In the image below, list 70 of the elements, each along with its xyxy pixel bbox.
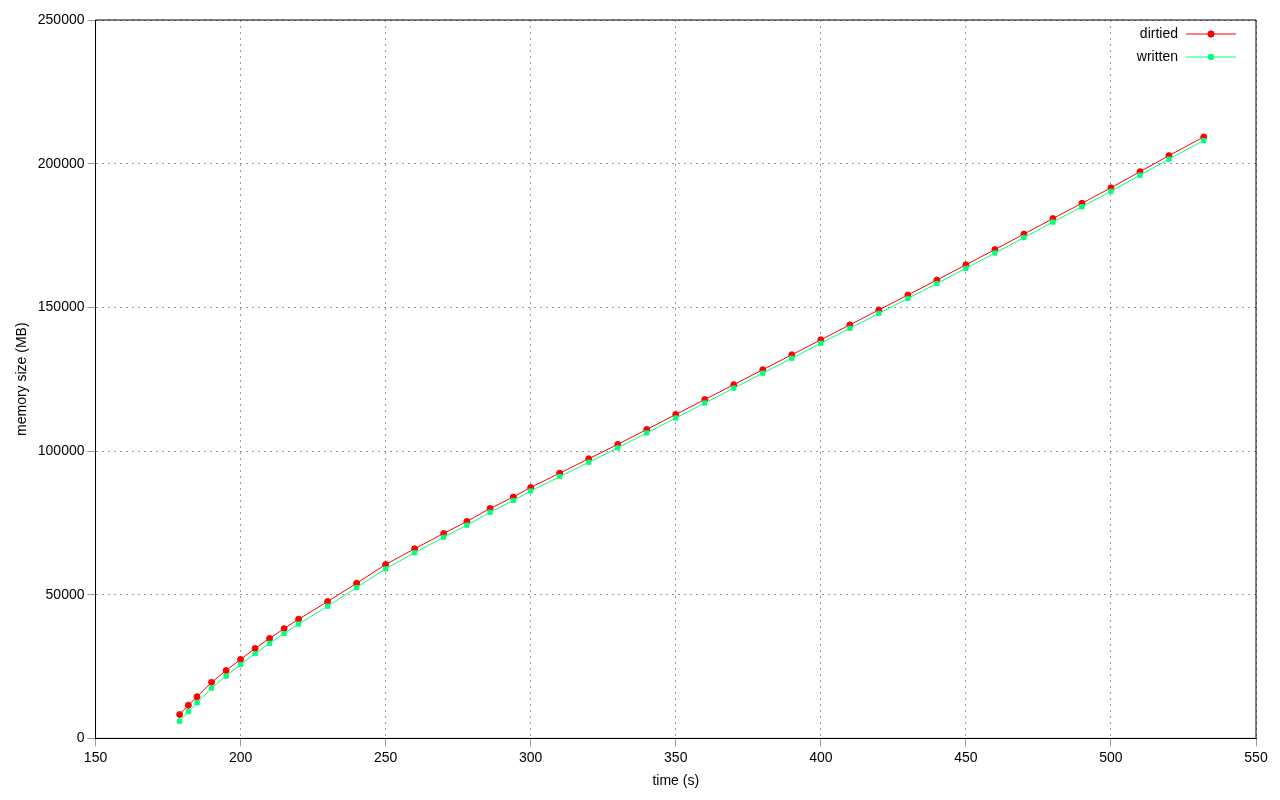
point xyxy=(702,400,708,406)
point xyxy=(586,459,592,465)
y-tick-label: 200000 xyxy=(37,154,85,171)
point xyxy=(731,385,737,391)
point xyxy=(876,310,882,317)
point xyxy=(789,355,795,361)
point xyxy=(963,265,969,271)
x-tick-label: 500 xyxy=(1099,748,1123,765)
point xyxy=(266,640,273,646)
point xyxy=(208,678,216,686)
y-axis-title: memory size (MB) xyxy=(13,322,30,436)
y-tick-label: 100000 xyxy=(37,441,85,458)
point xyxy=(1166,156,1172,162)
point xyxy=(237,655,245,663)
y-tick-label: 150000 xyxy=(37,298,85,315)
point xyxy=(644,430,650,436)
point xyxy=(487,509,493,515)
point xyxy=(992,250,998,256)
point xyxy=(223,673,229,679)
point xyxy=(193,693,201,701)
point xyxy=(818,340,824,346)
point xyxy=(1137,172,1143,178)
point xyxy=(383,566,389,572)
point xyxy=(176,711,184,719)
point xyxy=(1108,188,1114,194)
point xyxy=(184,701,192,709)
point xyxy=(185,709,191,715)
point xyxy=(510,497,516,504)
x-tick-label: 350 xyxy=(664,748,688,765)
legend-label: dirtied xyxy=(1139,24,1178,41)
point xyxy=(934,280,940,287)
point xyxy=(354,584,360,591)
point xyxy=(1050,219,1056,225)
y-tick-label: 50000 xyxy=(45,585,85,602)
point xyxy=(1079,204,1085,210)
point xyxy=(251,644,259,652)
y-tick-label: 250000 xyxy=(37,10,85,27)
point xyxy=(237,661,244,668)
point xyxy=(1021,234,1027,241)
x-tick-label: 400 xyxy=(809,748,833,765)
point xyxy=(177,718,183,724)
point xyxy=(673,415,679,421)
point xyxy=(1201,137,1207,144)
x-axis-title: time (s) xyxy=(652,772,700,789)
legend-label: written xyxy=(1135,47,1178,64)
x-tick-label: 300 xyxy=(519,748,543,765)
point xyxy=(905,295,911,302)
x-tick-label: 250 xyxy=(373,748,398,765)
point xyxy=(557,473,563,480)
point xyxy=(295,621,302,627)
point xyxy=(324,603,331,609)
point xyxy=(266,634,274,642)
point xyxy=(222,667,230,675)
point xyxy=(847,325,853,331)
point xyxy=(280,625,288,633)
point xyxy=(412,550,418,556)
x-tick-label: 550 xyxy=(1244,748,1268,765)
point xyxy=(760,370,766,376)
point xyxy=(194,700,200,706)
y-tick-label: 0 xyxy=(76,729,85,746)
x-tick-label: 450 xyxy=(954,748,978,765)
point xyxy=(441,534,447,540)
point xyxy=(464,522,470,528)
x-tick-label: 150 xyxy=(83,748,108,765)
point xyxy=(528,488,534,494)
point xyxy=(252,651,258,657)
point xyxy=(208,685,215,691)
point xyxy=(615,445,621,451)
point xyxy=(281,630,287,637)
x-tick-label: 200 xyxy=(228,748,253,765)
